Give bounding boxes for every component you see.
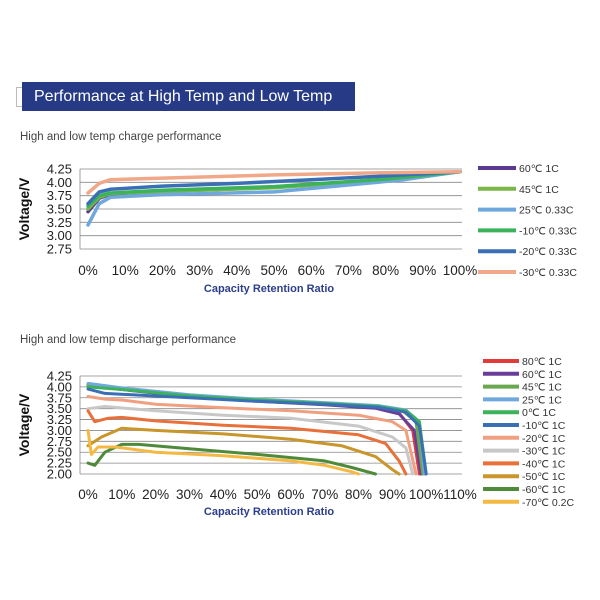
series-line bbox=[86, 387, 428, 476]
discharge-chart-title: High and low temp discharge performance bbox=[20, 334, 237, 346]
legend-label: -30℃ 1C bbox=[522, 446, 566, 458]
legend-label: 25℃ 1C bbox=[522, 394, 562, 406]
legend-label: 80℃ 1C bbox=[522, 356, 562, 368]
y-tick-label: 2.00 bbox=[47, 467, 72, 482]
legend-label: 45℃ 1C bbox=[522, 382, 562, 394]
legend-label: 25℃ 0.33C bbox=[519, 205, 574, 217]
legend-label: -70℃ 0.2C bbox=[522, 497, 574, 509]
x-tick-label: 20% bbox=[142, 487, 169, 502]
section-title-banner: Performance at High Temp and Low Temp bbox=[22, 82, 355, 111]
x-tick-label: 50% bbox=[244, 487, 271, 502]
y-tick-label: 3.75 bbox=[47, 390, 72, 405]
series-line bbox=[86, 169, 462, 227]
x-tick-label: 90% bbox=[379, 487, 406, 502]
legend-label: -20℃ 1C bbox=[522, 433, 566, 445]
x-tick-label: 90% bbox=[409, 263, 436, 278]
y-tick-label: 2.75 bbox=[47, 434, 72, 449]
legend-label: -10℃ 1C bbox=[522, 420, 566, 432]
legend-label: -10℃ 0.33C bbox=[519, 225, 577, 237]
x-tick-label: 20% bbox=[149, 263, 176, 278]
series-line bbox=[86, 169, 462, 195]
series-line bbox=[86, 169, 462, 206]
x-tick-label: 30% bbox=[176, 487, 203, 502]
x-tick-label: 60% bbox=[298, 263, 325, 278]
legend-label: -50℃ 1C bbox=[522, 471, 566, 483]
chart-0: 4.254.003.753.503.253.002.75 0% 10% 20% 30% 4… bbox=[16, 162, 577, 296]
x-tick-label: 80% bbox=[345, 487, 372, 502]
y-tick-label: 4.25 bbox=[47, 369, 72, 384]
legend-label: -30℃ 0.33C bbox=[519, 267, 577, 279]
y-tick-label: 3.50 bbox=[47, 202, 72, 217]
series-line bbox=[86, 395, 418, 476]
y-axis-title: Voltage/V bbox=[16, 393, 32, 456]
legend-label: -60℃ 1C bbox=[522, 484, 566, 496]
x-tick-label: 70% bbox=[311, 487, 338, 502]
x-tick-label: 60% bbox=[277, 487, 304, 502]
legend-label: 0℃ 1C bbox=[522, 407, 556, 419]
y-tick-label: 2.25 bbox=[47, 456, 72, 471]
y-tick-label: 4.00 bbox=[47, 175, 72, 190]
series-line bbox=[86, 169, 462, 209]
y-tick-label: 4.25 bbox=[47, 162, 72, 177]
x-tick-label: 40% bbox=[223, 263, 250, 278]
x-tick-label: 80% bbox=[372, 263, 399, 278]
x-axis-title: Capacity Retention Ratio bbox=[204, 506, 334, 518]
legend-label: -20℃ 0.33C bbox=[519, 246, 577, 258]
y-tick-label: 3.00 bbox=[47, 423, 72, 438]
y-tick-label: 2.75 bbox=[47, 242, 72, 257]
banner-bracket bbox=[16, 87, 23, 107]
x-tick-label: 50% bbox=[260, 263, 287, 278]
x-tick-label: 70% bbox=[335, 263, 362, 278]
x-tick-label: 30% bbox=[186, 263, 213, 278]
x-tick-label: 40% bbox=[210, 487, 237, 502]
legend-label: -40℃ 1C bbox=[522, 458, 566, 470]
series-line bbox=[86, 409, 408, 476]
series-line bbox=[86, 428, 360, 476]
legend-label: 45℃ 1C bbox=[519, 184, 559, 196]
x-tick-label: 10% bbox=[108, 487, 135, 502]
x-tick-label: 100% bbox=[409, 487, 444, 502]
y-tick-label: 3.00 bbox=[47, 228, 72, 243]
x-axis-title: Capacity Retention Ratio bbox=[204, 283, 334, 295]
x-tick-label: 0% bbox=[78, 487, 98, 502]
legend-label: 60℃ 1C bbox=[519, 163, 559, 175]
y-tick-label: 2.50 bbox=[47, 445, 72, 460]
x-tick-label: 100% bbox=[443, 263, 478, 278]
series-line bbox=[86, 405, 415, 476]
x-tick-label: 10% bbox=[112, 263, 139, 278]
y-tick-label: 3.25 bbox=[47, 215, 72, 230]
x-tick-label: 110% bbox=[443, 487, 477, 502]
chart-1: 4.254.003.753.503.253.002.752.502.252.00… bbox=[16, 356, 574, 518]
series-line bbox=[86, 442, 377, 476]
y-tick-label: 3.75 bbox=[47, 188, 72, 203]
legend-label: 60℃ 1C bbox=[522, 369, 562, 381]
charge-chart-title: High and low temp charge performance bbox=[20, 131, 222, 143]
y-tick-label: 3.25 bbox=[47, 412, 72, 427]
y-tick-label: 4.00 bbox=[47, 379, 72, 394]
y-axis-title: Voltage/V bbox=[16, 177, 32, 240]
x-tick-label: 0% bbox=[78, 263, 98, 278]
series-line bbox=[86, 426, 401, 476]
y-tick-label: 3.50 bbox=[47, 401, 72, 416]
